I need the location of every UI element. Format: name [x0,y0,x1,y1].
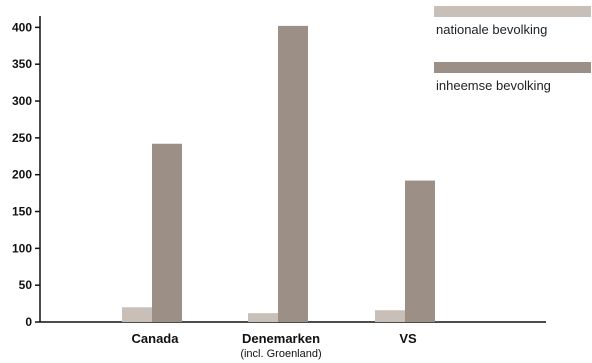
y-tick-label: 50 [19,278,33,292]
bar-nationale-0 [122,307,152,322]
bars [122,25,435,323]
bar-inheemse-2 [405,180,435,322]
category-label: Canada [132,331,180,346]
legend-label: inheemse bevolking [436,78,551,93]
y-tick-label: 250 [12,131,32,145]
y-tick-label: 350 [12,57,32,71]
y-tick-label: 100 [12,241,32,255]
y-tick-label: 400 [12,20,32,34]
legend-label: nationale bevolking [436,22,547,37]
legend-swatch [434,62,591,73]
bar-nationale-2 [375,310,405,322]
axes: 0 50 100 150 200 250 300 350 400 [12,16,546,329]
legend-swatch [434,6,591,17]
legend: nationale bevolking inheemse bevolking [434,6,591,93]
y-tick-label: 300 [12,94,32,108]
category-labels: Canada Denemarken (incl. Groenland) VS [132,331,417,360]
category-sublabel: (incl. Groenland) [240,348,321,360]
category-label: VS [399,331,417,346]
bar-inheemse-0 [152,143,182,322]
y-tick-label: 200 [12,168,32,182]
bar-inheemse-1 [278,25,308,323]
category-label: Denemarken [242,331,320,346]
bar-nationale-1 [248,313,278,322]
y-tick-label: 150 [12,205,32,219]
y-tick-label: 0 [25,315,32,329]
